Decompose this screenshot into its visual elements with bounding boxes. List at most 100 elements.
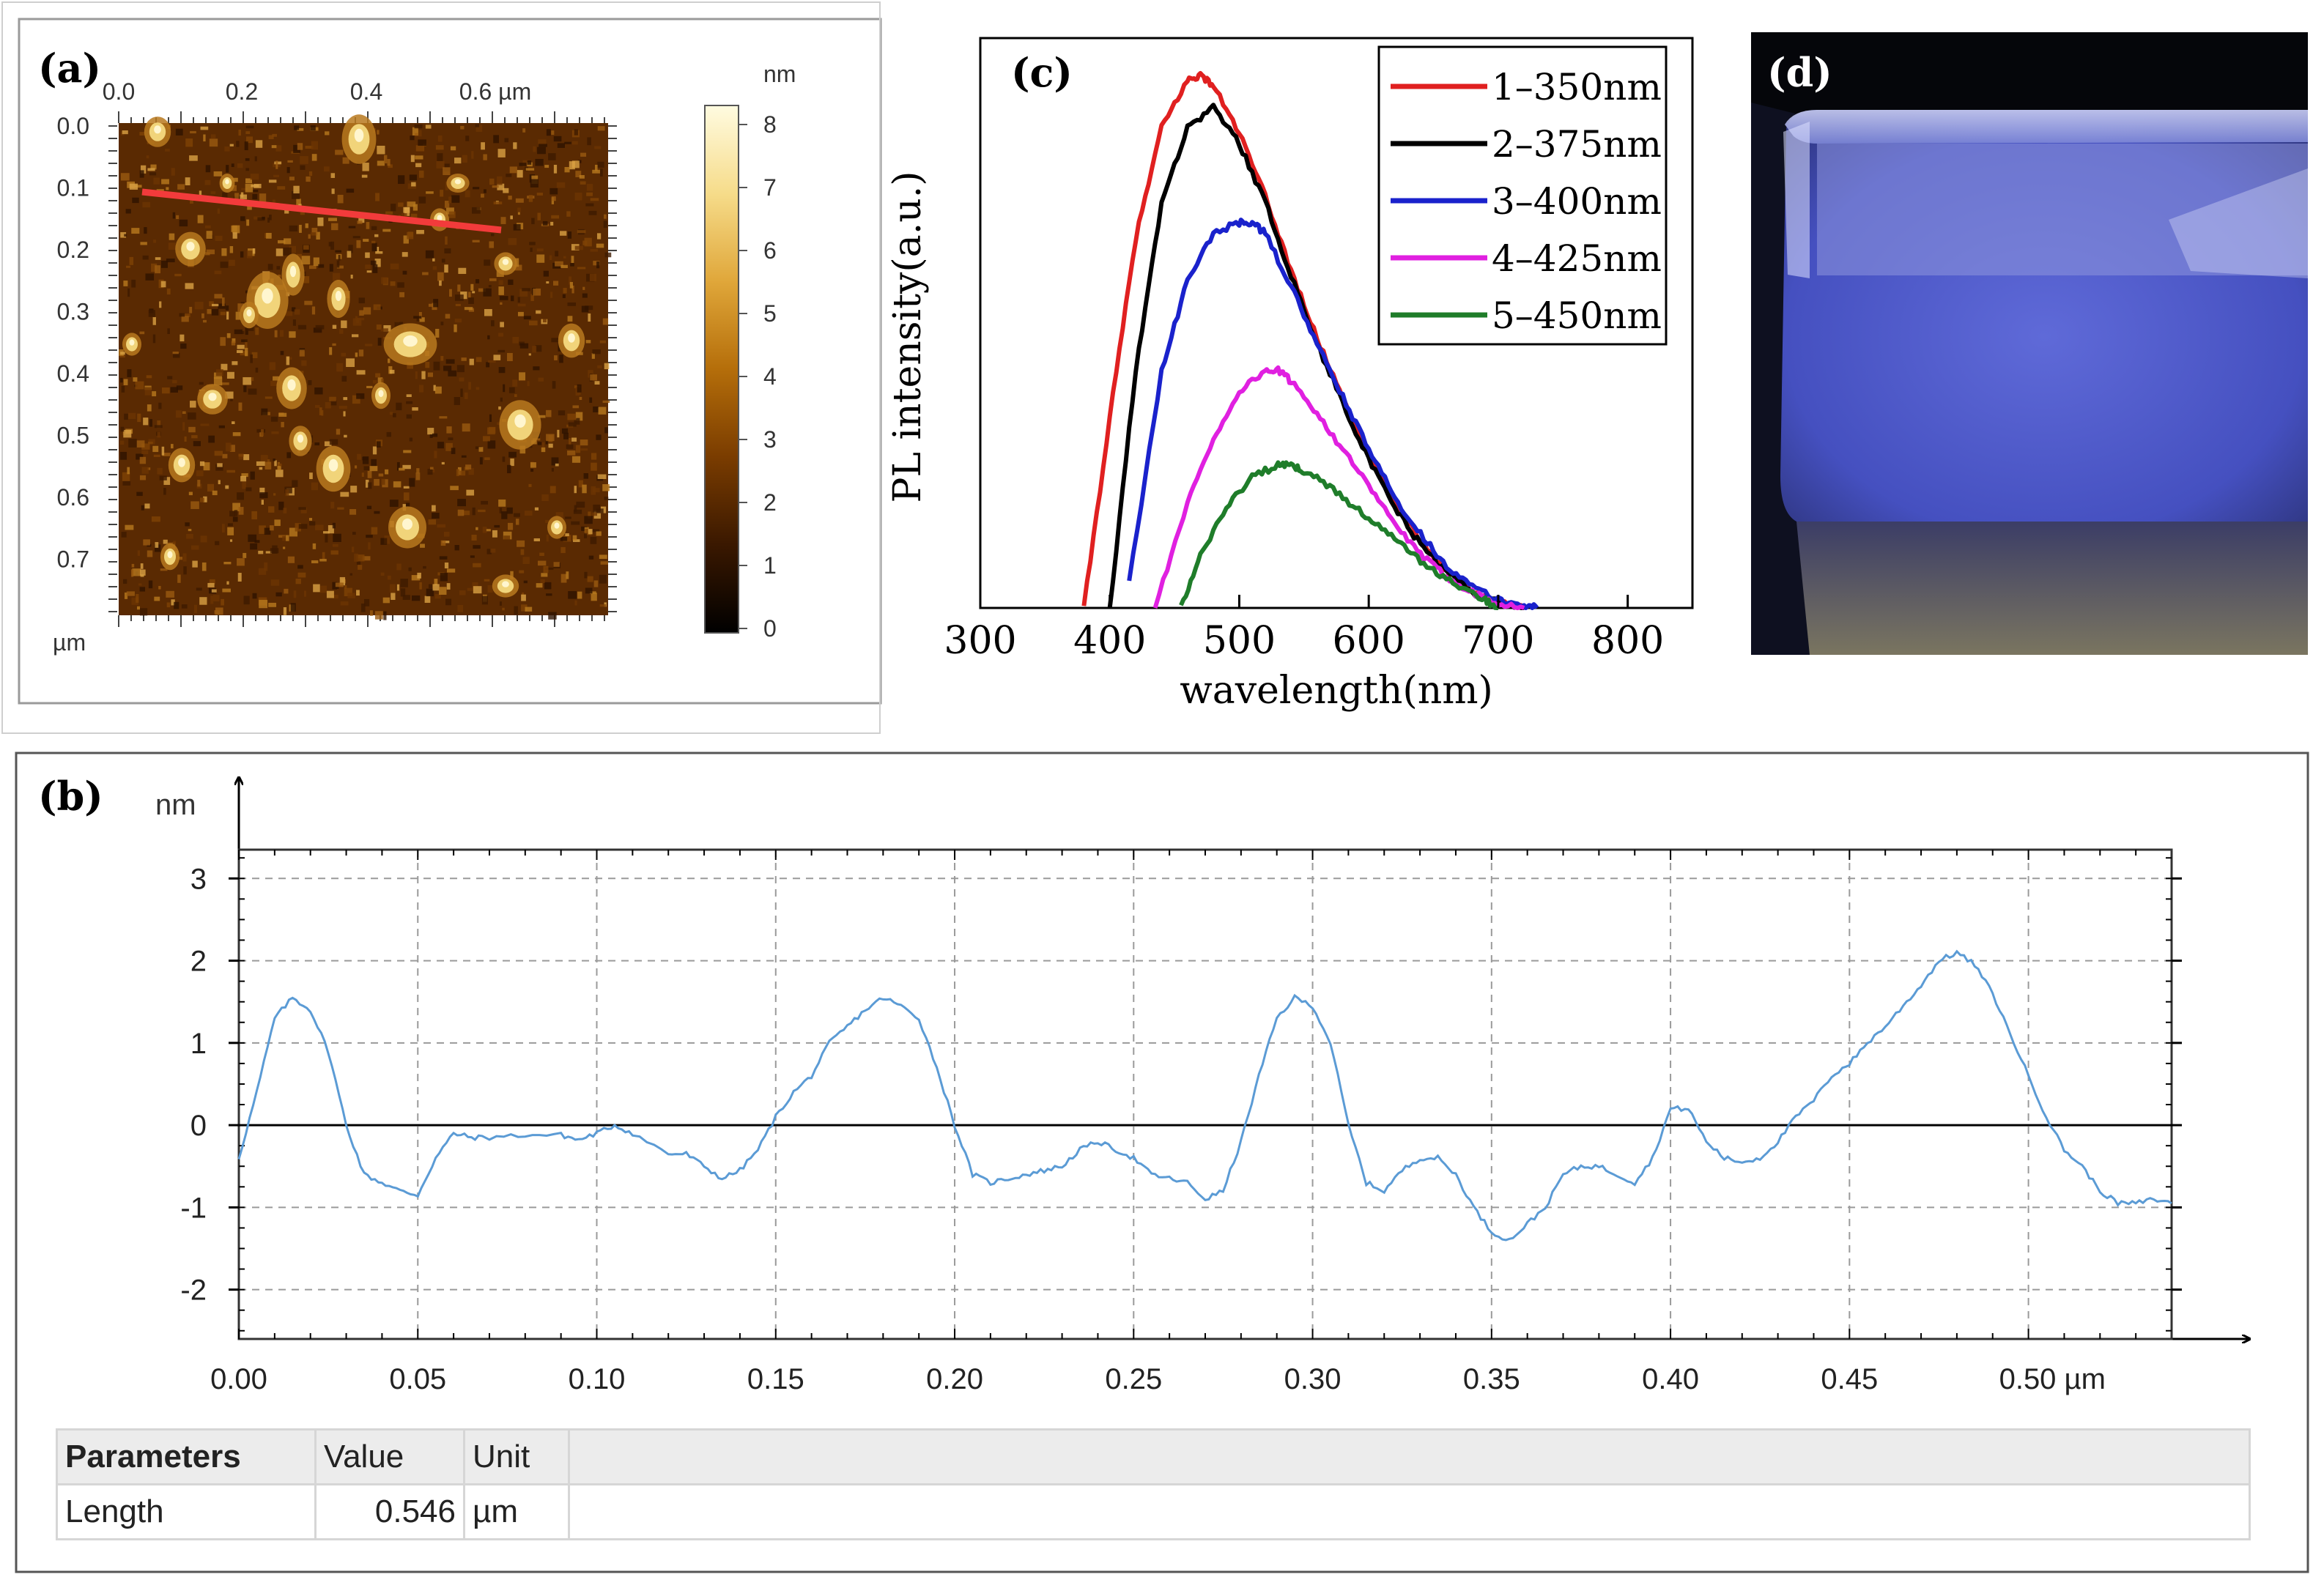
pl-series-line [1127, 218, 1539, 610]
afm-texture-pixel [479, 457, 483, 465]
afm-texture-pixel [397, 282, 404, 288]
afm-texture-pixel [493, 201, 503, 205]
afm-texture-pixel [120, 173, 130, 181]
afm-texture-pixel [226, 442, 232, 452]
colorbar-tick-label: 8 [763, 111, 777, 138]
afm-texture-pixel [196, 470, 204, 477]
profile-x-tick-label: 0.30 [1284, 1363, 1342, 1395]
afm-texture-pixel [440, 190, 444, 197]
afm-texture-pixel [514, 513, 520, 517]
afm-texture-pixel [366, 535, 373, 538]
afm-texture-pixel [316, 231, 320, 240]
afm-texture-pixel [406, 414, 412, 419]
afm-texture-pixel [454, 157, 462, 164]
afm-y-tick-label: 0.2 [57, 237, 89, 263]
afm-texture-pixel [413, 316, 422, 319]
afm-texture-pixel [358, 349, 364, 357]
afm-texture-pixel [465, 190, 470, 198]
afm-texture-pixel [560, 574, 567, 583]
afm-texture-pixel [428, 519, 437, 525]
afm-texture-pixel [584, 516, 593, 524]
afm-texture-pixel [311, 154, 317, 161]
afm-texture-pixel [400, 588, 406, 597]
panel-d-label: (d) [1767, 49, 1832, 96]
afm-grain-peak [186, 242, 195, 251]
profile-y-tick-label: 2 [190, 946, 207, 978]
afm-texture-pixel [319, 558, 327, 562]
afm-texture-pixel [361, 472, 364, 478]
afm-texture-pixel [161, 387, 170, 394]
afm-texture-pixel [571, 456, 581, 463]
afm-texture-pixel [521, 594, 526, 601]
afm-texture-pixel [232, 338, 236, 344]
afm-texture-pixel [266, 232, 272, 239]
afm-texture-pixel [457, 499, 467, 507]
afm-texture-pixel [566, 211, 571, 217]
afm-texture-pixel [340, 491, 349, 497]
afm-texture-pixel [432, 505, 436, 512]
afm-texture-pixel [329, 439, 338, 445]
afm-texture-pixel [503, 384, 506, 393]
afm-texture-pixel [484, 259, 491, 266]
panel-d: (d) [1751, 32, 2308, 655]
afm-texture-pixel [551, 215, 560, 219]
afm-texture-pixel [530, 248, 533, 252]
afm-texture-pixel [493, 355, 501, 360]
afm-texture-pixel [148, 310, 155, 317]
afm-texture-pixel [536, 254, 545, 263]
afm-texture-pixel [551, 467, 554, 472]
afm-texture-pixel [132, 568, 141, 576]
afm-texture-pixel [344, 587, 352, 597]
afm-texture-pixel [382, 597, 390, 604]
afm-texture-pixel [487, 335, 490, 340]
afm-texture-pixel [298, 507, 306, 511]
afm-texture-pixel [577, 230, 586, 234]
afm-texture-pixel [589, 397, 593, 403]
afm-texture-pixel [130, 569, 134, 577]
afm-texture-pixel [124, 592, 128, 599]
afm-texture-pixel [402, 595, 410, 600]
afm-texture-pixel [399, 467, 405, 471]
afm-texture-pixel [378, 473, 384, 477]
afm-texture-pixel [308, 234, 311, 239]
afm-texture-pixel [588, 313, 591, 322]
afm-texture-pixel [481, 142, 485, 150]
afm-texture-pixel [365, 344, 373, 346]
afm-texture-pixel [237, 573, 242, 582]
afm-texture-pixel [308, 380, 312, 385]
afm-texture-pixel [185, 177, 190, 186]
afm-texture-pixel [410, 213, 418, 220]
afm-texture-pixel [229, 445, 235, 452]
afm-texture-pixel [385, 469, 389, 475]
afm-texture-pixel [366, 222, 370, 229]
afm-texture-pixel [439, 556, 448, 560]
afm-texture-pixel [224, 146, 230, 152]
afm-texture-pixel [437, 524, 445, 528]
afm-texture-pixel [502, 607, 505, 611]
afm-texture-pixel [590, 198, 599, 201]
afm-texture-pixel [524, 511, 533, 516]
afm-texture-pixel [528, 195, 533, 202]
afm-texture-pixel [583, 473, 588, 479]
afm-texture-pixel [356, 554, 365, 562]
afm-texture-pixel [472, 582, 478, 589]
afm-texture-pixel [297, 143, 303, 150]
afm-texture-pixel [290, 603, 296, 612]
afm-texture-pixel [204, 179, 211, 185]
afm-texture-pixel [484, 457, 490, 461]
afm-texture-pixel [597, 161, 604, 168]
afm-texture-pixel [285, 535, 289, 541]
afm-texture-pixel [527, 160, 532, 165]
afm-texture-pixel [590, 591, 596, 594]
afm-texture-pixel [268, 506, 275, 513]
afm-texture-pixel [571, 521, 580, 525]
afm-texture-pixel [544, 582, 552, 590]
afm-texture-pixel [587, 576, 593, 582]
afm-texture-pixel [403, 235, 409, 244]
afm-texture-pixel [462, 511, 470, 516]
afm-texture-pixel [587, 137, 591, 146]
afm-texture-pixel [391, 593, 396, 600]
afm-texture-pixel [592, 169, 600, 174]
afm-texture-pixel [138, 583, 142, 586]
afm-texture-pixel [542, 319, 547, 323]
